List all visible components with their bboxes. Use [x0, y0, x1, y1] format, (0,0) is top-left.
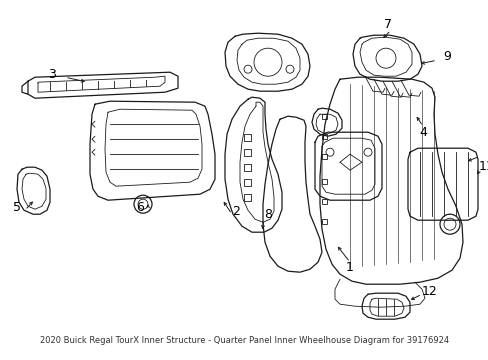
Text: 8: 8	[264, 208, 271, 221]
Text: 6: 6	[136, 201, 143, 214]
Bar	[321, 114, 326, 119]
Text: 11: 11	[478, 160, 488, 173]
Text: 5: 5	[13, 201, 21, 214]
Bar	[244, 134, 250, 141]
Text: 4: 4	[418, 126, 426, 139]
Text: 3: 3	[48, 68, 56, 81]
Bar	[244, 194, 250, 201]
Bar	[244, 164, 250, 171]
Bar	[321, 154, 326, 159]
Bar	[244, 149, 250, 156]
Bar	[321, 179, 326, 184]
Bar	[321, 199, 326, 204]
Text: 7: 7	[383, 18, 391, 31]
Text: 1: 1	[346, 261, 353, 274]
Bar	[321, 134, 326, 139]
Text: 9: 9	[442, 50, 450, 63]
Text: 2: 2	[232, 205, 240, 218]
Text: 12: 12	[421, 285, 437, 298]
Text: 2020 Buick Regal TourX Inner Structure - Quarter Panel Inner Wheelhouse Diagram : 2020 Buick Regal TourX Inner Structure -…	[40, 336, 448, 345]
Bar	[244, 179, 250, 186]
Bar	[321, 219, 326, 224]
